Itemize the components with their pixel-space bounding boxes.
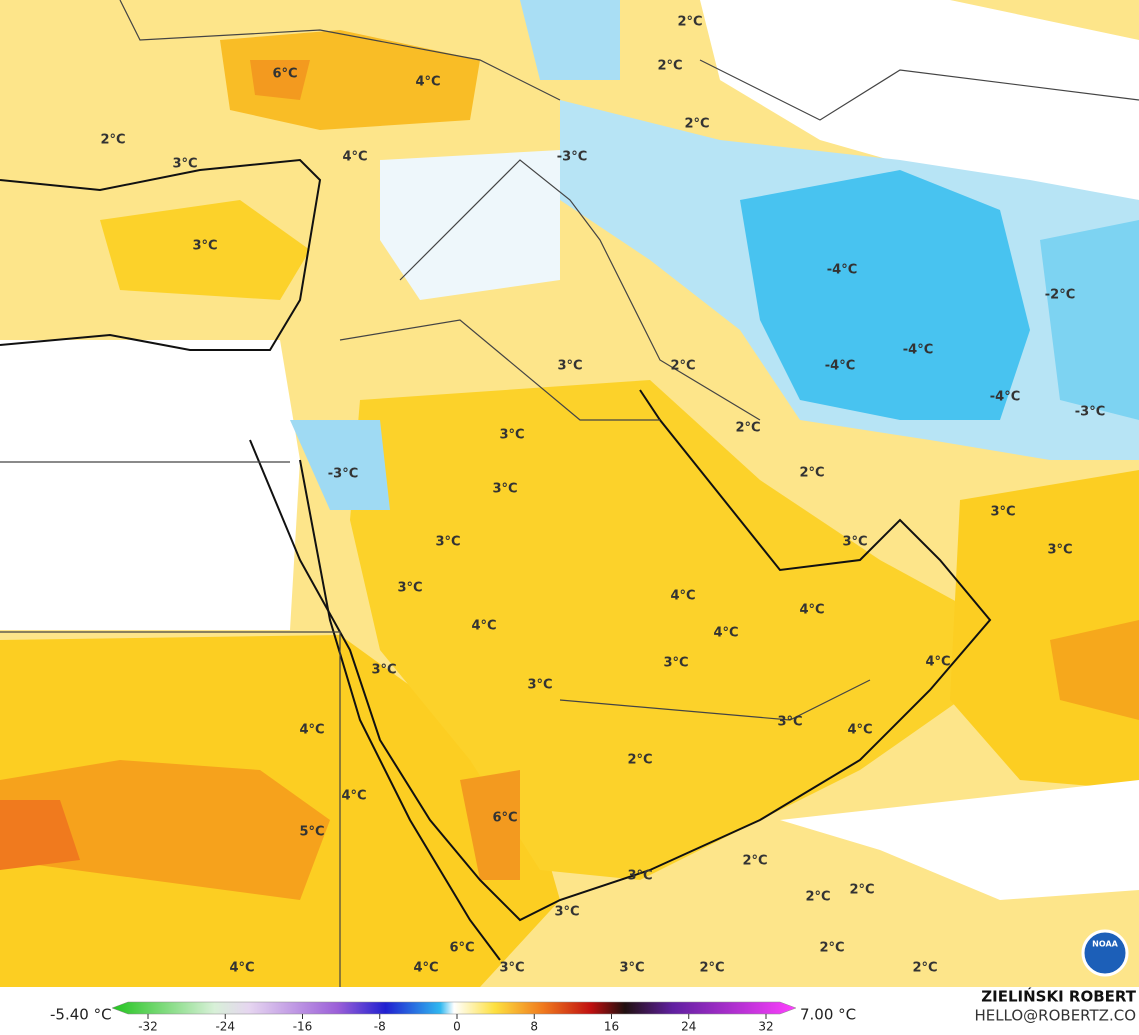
temperature-label: 3°C: [1047, 543, 1072, 558]
temperature-label: -3°C: [557, 150, 587, 165]
temperature-label: 4°C: [925, 655, 950, 670]
temperature-label: 3°C: [192, 239, 217, 254]
shade: [0, 800, 80, 870]
shade: [700, 0, 1139, 200]
border: [0, 159, 871, 987]
temperature-label: 4°C: [471, 619, 496, 634]
temperature-label: 4°C: [415, 75, 440, 90]
shade: [350, 380, 990, 880]
temperature-label: 4°C: [799, 603, 824, 618]
coastline: [299, 459, 501, 961]
temperature-label: 3°C: [499, 961, 524, 976]
temperature-label: -2°C: [1045, 288, 1075, 303]
temperature-label: 2°C: [100, 133, 125, 148]
temperature-label: 2°C: [742, 854, 767, 869]
temperature-label: 4°C: [713, 626, 738, 641]
shade: [0, 340, 300, 630]
colorbar-tick-label: 32: [758, 1020, 773, 1034]
shade: [290, 420, 390, 510]
shade: [1040, 220, 1139, 420]
colorbar-tick-label: 24: [681, 1020, 696, 1034]
temperature-label: 2°C: [657, 59, 682, 74]
temperature-label: 2°C: [677, 15, 702, 30]
shade: [1050, 620, 1139, 720]
temperature-label: 4°C: [413, 961, 438, 976]
temperature-label: 2°C: [627, 753, 652, 768]
shade: [520, 0, 620, 80]
colorbar-tick-label: -24: [215, 1020, 235, 1034]
shade: [0, 760, 330, 900]
colorbar-max: 7.00 °C: [800, 1006, 856, 1024]
temperature-label: 2°C: [735, 421, 760, 436]
colorbar-tick-label: 16: [604, 1020, 619, 1034]
temperature-label: 3°C: [172, 157, 197, 172]
temperature-label: 2°C: [684, 117, 709, 132]
temperature-label: -4°C: [827, 263, 857, 278]
temperature-label: 5°C: [299, 825, 324, 840]
temperature-label: -3°C: [328, 467, 358, 482]
temperature-label: 3°C: [397, 581, 422, 596]
temperature-label: 4°C: [342, 150, 367, 165]
temperature-label: 4°C: [847, 723, 872, 738]
temperature-label: 3°C: [371, 663, 396, 678]
temperature-label: 2°C: [699, 961, 724, 976]
temperature-label: 3°C: [499, 428, 524, 443]
temperature-label: 6°C: [492, 811, 517, 826]
temperature-label: 3°C: [435, 535, 460, 550]
shade: [100, 200, 310, 300]
temperature-label: 2°C: [670, 359, 695, 374]
colorbar-tick-label: 0: [453, 1020, 461, 1034]
temperature-label: 3°C: [663, 656, 688, 671]
border: [119, 0, 1139, 121]
temperature-label: 3°C: [990, 505, 1015, 520]
colorbar-tick-label: 8: [530, 1020, 538, 1034]
credit-contact: HELLO@ROBERTZ.CO: [974, 1007, 1136, 1025]
colorbar-tick-label: -8: [374, 1020, 386, 1034]
temperature-label: 2°C: [819, 941, 844, 956]
temperature-label: 3°C: [554, 905, 579, 920]
temperature-label: 3°C: [619, 961, 644, 976]
temperature-label: 2°C: [805, 890, 830, 905]
credit-name: ZIELIŃSKI ROBERT: [981, 987, 1136, 1006]
shade: [740, 170, 1030, 420]
temperature-label: 3°C: [627, 869, 652, 884]
temperature-label: 3°C: [842, 535, 867, 550]
coastline: [249, 389, 992, 922]
temperature-label: -3°C: [1075, 405, 1105, 420]
temperature-label: 3°C: [527, 678, 552, 693]
noaa-logo-text: NOAA: [1092, 940, 1118, 949]
temperature-label: 2°C: [912, 961, 937, 976]
shade: [460, 770, 520, 880]
map-labels: 2°C 6°C 4°C 2°C 2°C 2°C 3°C 4°C -3°C 3°C -4°C -2°C 3…: [100, 15, 1105, 976]
temperature-label: 3°C: [777, 715, 802, 730]
temperature-label: 3°C: [557, 359, 582, 374]
temperature-label: 2°C: [799, 466, 824, 481]
temperature-label: 3°C: [492, 482, 517, 497]
shade: [380, 150, 560, 300]
colorbar-ticks: -32 -24 -16 -8 0 8 16 24 32: [138, 1014, 774, 1034]
temperature-label: 4°C: [299, 723, 324, 738]
colorbar-tick-label: -32: [138, 1020, 158, 1034]
colorbar-min: -5.40 °C: [50, 1006, 112, 1024]
temperature-label: 6°C: [272, 67, 297, 82]
temperature-label: 4°C: [229, 961, 254, 976]
shade: [220, 30, 480, 130]
shade: [950, 470, 1139, 790]
temperature-label: -4°C: [903, 343, 933, 358]
colorbar-tick-label: -16: [293, 1020, 313, 1034]
temperature-label: 4°C: [341, 789, 366, 804]
temperature-label: -4°C: [990, 390, 1020, 405]
shade: [780, 780, 1139, 900]
temperature-label: 6°C: [449, 941, 474, 956]
temperature-label: -4°C: [825, 359, 855, 374]
temperature-label: 4°C: [670, 589, 695, 604]
map: [0, 0, 1139, 987]
temperature-label: 2°C: [849, 883, 874, 898]
noaa-logo: [1081, 929, 1129, 977]
colorbar: [111, 1001, 797, 1015]
coastline: [0, 158, 322, 351]
shade: [250, 60, 310, 100]
